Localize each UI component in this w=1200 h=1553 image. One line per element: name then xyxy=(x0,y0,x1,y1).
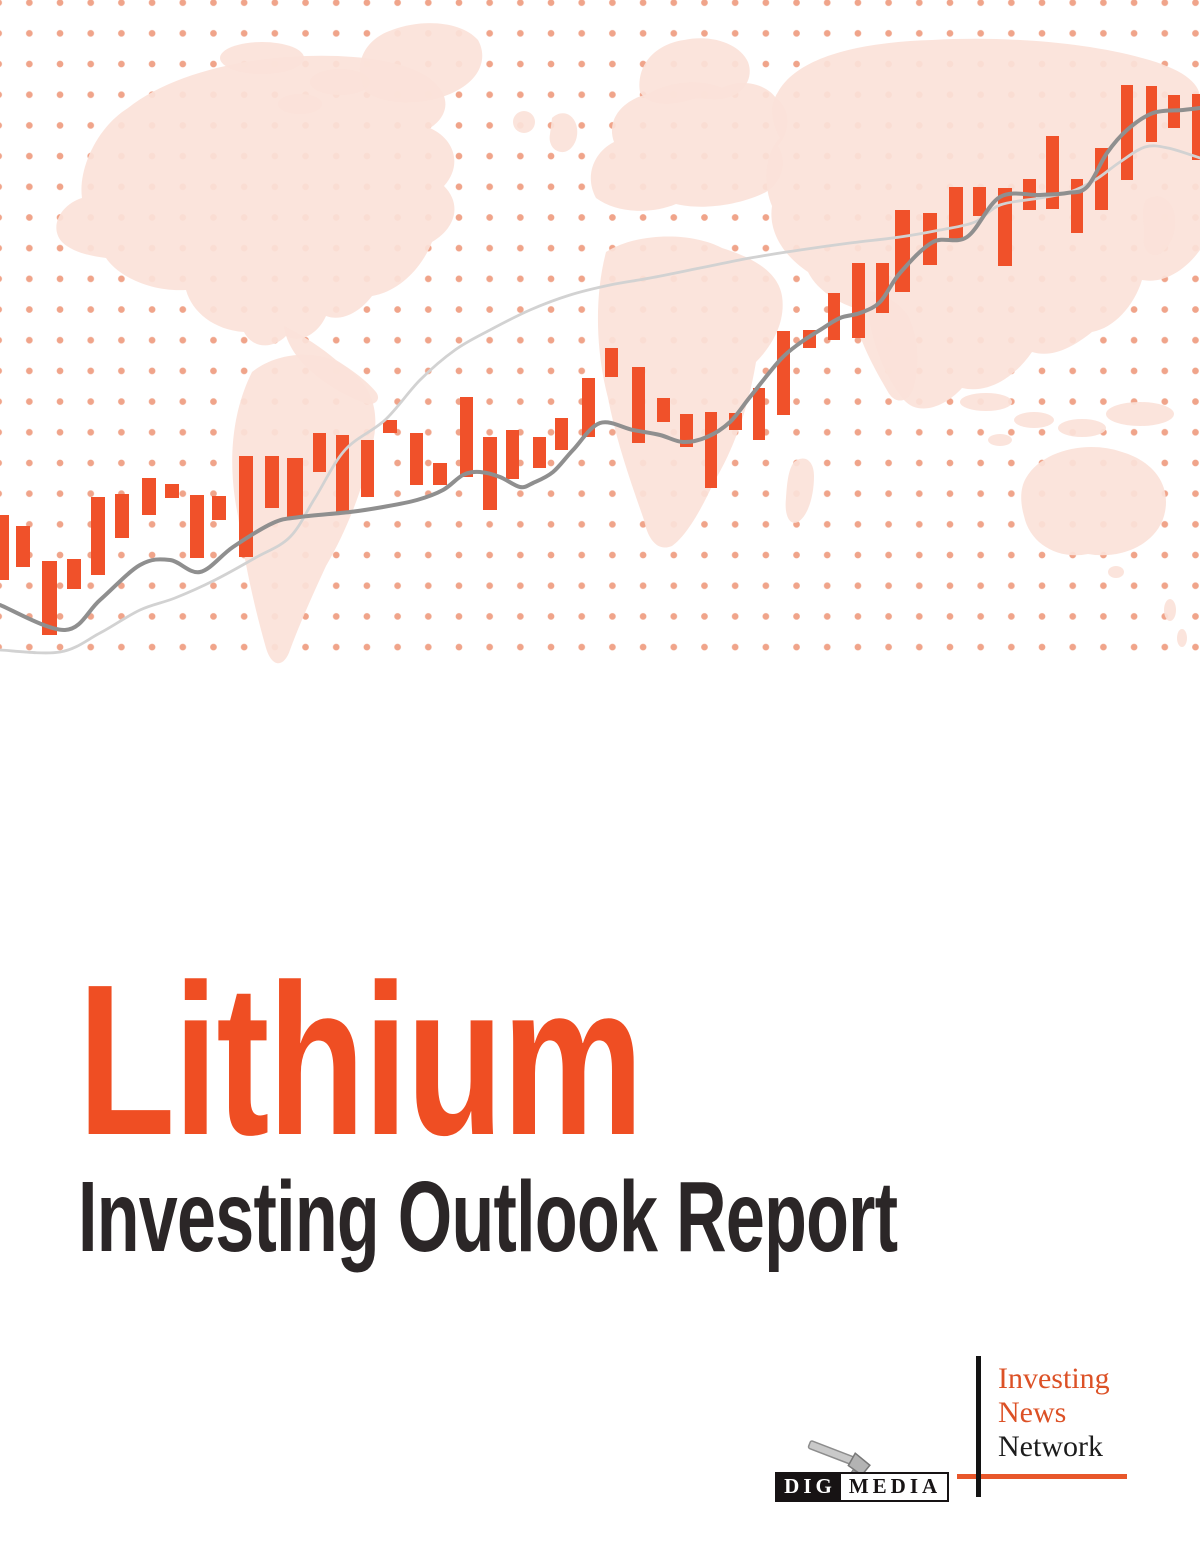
candle xyxy=(998,188,1012,266)
digmedia-logo: DIG MEDIA xyxy=(775,1440,965,1510)
map-island xyxy=(1106,402,1174,426)
inn-line-investing: Investing xyxy=(998,1362,1110,1395)
candle xyxy=(705,412,717,488)
candle xyxy=(142,478,156,515)
digmedia-media: MEDIA xyxy=(841,1474,947,1500)
candle xyxy=(1095,148,1108,210)
candle xyxy=(1046,136,1059,209)
candle xyxy=(239,456,253,557)
candle xyxy=(973,187,986,216)
map-europe xyxy=(590,82,788,211)
candle xyxy=(923,213,937,265)
page-title: Lithium xyxy=(78,939,644,1180)
map-south-america xyxy=(232,354,376,664)
map-new-zealand xyxy=(1164,599,1176,621)
map-japan xyxy=(1142,196,1176,256)
map-greenland xyxy=(359,23,483,103)
candle xyxy=(410,433,423,485)
map-africa xyxy=(597,236,783,548)
inn-line-network: Network xyxy=(998,1430,1103,1463)
candle xyxy=(533,437,546,468)
investing-news-network-logo: Investing News Network xyxy=(957,1350,1137,1510)
inn-wordmark: Investing News Network xyxy=(998,1362,1110,1464)
moving-average-line-light xyxy=(0,144,1200,655)
digmedia-wordmark: DIG MEDIA xyxy=(775,1472,949,1502)
candle xyxy=(383,420,397,433)
candle xyxy=(91,497,105,575)
candle xyxy=(336,435,349,513)
map-north-america xyxy=(56,55,455,346)
moving-average-line-dark xyxy=(0,106,1200,633)
candlestick-bars xyxy=(0,85,1200,635)
candle xyxy=(632,367,645,443)
digmedia-dig: DIG xyxy=(777,1474,841,1500)
candle xyxy=(42,561,57,635)
candle xyxy=(506,430,519,479)
candle xyxy=(460,397,473,477)
candle xyxy=(67,559,81,589)
candlestick-chart xyxy=(0,85,1200,655)
candle xyxy=(555,418,568,450)
candle xyxy=(1192,94,1200,160)
candle xyxy=(361,440,374,497)
candle xyxy=(0,515,9,580)
candle xyxy=(777,331,790,415)
candle xyxy=(165,484,179,498)
candle xyxy=(212,496,226,520)
page-subtitle: Investing Outlook Report xyxy=(78,1161,898,1273)
candle xyxy=(313,433,326,472)
map-australia xyxy=(1021,447,1167,556)
map-india xyxy=(852,288,918,401)
map-arctic-island xyxy=(220,42,304,74)
candle xyxy=(265,456,279,508)
candle xyxy=(16,526,30,567)
map-uk xyxy=(549,113,578,153)
candle xyxy=(828,293,840,340)
inn-line-news: News xyxy=(998,1396,1067,1429)
map-new-zealand xyxy=(1177,629,1187,647)
inn-vertical-rule xyxy=(976,1356,981,1497)
candle xyxy=(190,495,204,558)
map-arctic-island xyxy=(310,69,370,95)
map-madagascar xyxy=(785,458,814,523)
map-island xyxy=(960,393,1012,411)
candle xyxy=(433,463,447,485)
map-tasmania xyxy=(1108,566,1124,578)
map-island xyxy=(1014,412,1054,428)
candle xyxy=(605,348,618,377)
map-island xyxy=(988,434,1012,446)
candle xyxy=(287,458,303,517)
candle xyxy=(753,388,765,440)
candle xyxy=(680,414,693,447)
candle xyxy=(852,263,865,338)
candle xyxy=(949,187,963,240)
map-iceland xyxy=(513,111,535,133)
candle xyxy=(582,378,595,437)
candle xyxy=(115,494,129,538)
inn-horizontal-rule xyxy=(957,1474,1127,1479)
map-island xyxy=(1058,419,1106,437)
map-arctic-island xyxy=(278,94,322,114)
world-map-illustration xyxy=(56,23,1200,664)
cover-hero-illustration xyxy=(0,0,1200,690)
candle xyxy=(657,398,670,422)
